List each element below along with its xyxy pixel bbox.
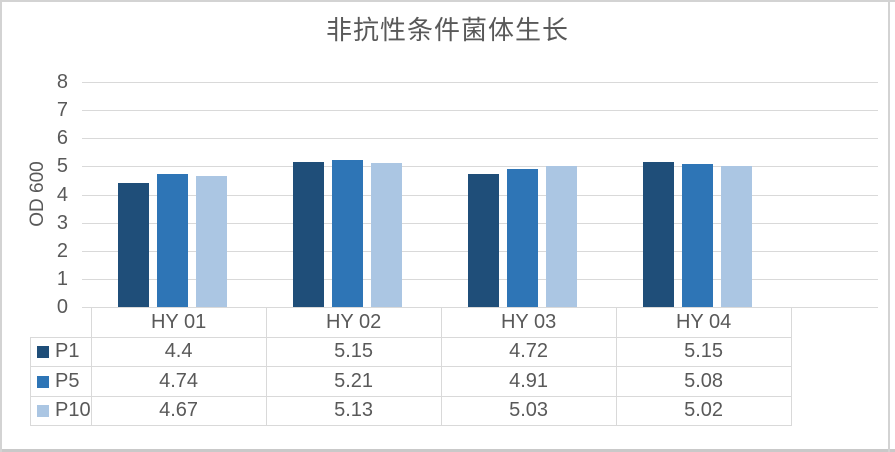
- y-tick-label: 0: [56, 296, 68, 318]
- value-cell: 4.4: [90, 336, 267, 367]
- bar-P10-HY02: [371, 163, 402, 307]
- legend-cell-P5: P5: [30, 366, 92, 397]
- y-tick-label: 8: [56, 71, 68, 93]
- category-header-cell: HY 03: [440, 307, 617, 338]
- bar-P1-HY02: [293, 162, 324, 307]
- gridline: [82, 138, 878, 139]
- table-row-P1: P1 4.4 5.15 4.72 5.15: [30, 336, 792, 367]
- legend-swatch-P10: [37, 405, 49, 418]
- category-header-cell: HY 02: [265, 307, 442, 338]
- value-cell: 5.21: [265, 366, 442, 397]
- value-cell: 4.74: [90, 366, 267, 397]
- legend-label: P1: [55, 340, 80, 363]
- frame-left-border: [0, 0, 2, 452]
- value-cell: 5.03: [440, 395, 617, 426]
- bar-P5-HY04: [682, 164, 713, 307]
- bar-P5-HY01: [157, 174, 188, 307]
- bar-P10-HY04: [721, 166, 752, 307]
- value-cell: 5.02: [615, 395, 792, 426]
- value-cell: 4.67: [90, 395, 267, 426]
- bar-P10-HY01: [196, 176, 227, 307]
- value-cell: 4.91: [440, 366, 617, 397]
- bar-P1-HY03: [468, 174, 499, 307]
- value-cell: 5.13: [265, 395, 442, 426]
- table-header-row: HY 01 HY 02 HY 03 HY 04: [31, 307, 792, 338]
- bar-P1-HY04: [643, 162, 674, 307]
- y-tick-label: 3: [56, 212, 68, 234]
- category-header-cell: HY 04: [615, 307, 792, 338]
- frame-bottom-border: [0, 449, 895, 452]
- bar-P10-HY03: [546, 166, 577, 307]
- legend-cell-P10: P10: [30, 395, 92, 426]
- gridline: [82, 166, 878, 167]
- y-tick-label: 7: [56, 99, 68, 121]
- legend-label: P5: [55, 369, 80, 392]
- legend-cell-P1: P1: [30, 336, 92, 367]
- y-tick-label: 4: [56, 184, 68, 206]
- bar-P1-HY01: [118, 183, 149, 307]
- legend-swatch-P5: [37, 375, 49, 388]
- table-row-P10: P10 4.67 5.13 5.03 5.02: [30, 395, 792, 426]
- value-cell: 5.15: [615, 336, 792, 367]
- chart-title: 非抗性条件菌体生长: [325, 15, 569, 45]
- value-cell: 5.08: [615, 366, 792, 397]
- y-tick-label: 2: [56, 240, 68, 262]
- value-cell: 4.72: [440, 336, 617, 367]
- y-tick-label: 6: [56, 127, 68, 149]
- table-corner-empty: [31, 308, 92, 338]
- legend-swatch-P1: [37, 346, 49, 359]
- frame-right-border: [888, 0, 890, 452]
- category-header-cell: HY 01: [90, 307, 267, 338]
- y-tick-label: 5: [56, 155, 68, 177]
- y-tick-label: 1: [56, 268, 68, 290]
- gridline: [82, 82, 878, 83]
- bar-P5-HY02: [332, 160, 363, 307]
- data-table: HY 01 HY 02 HY 03 HY 04 P1 4.4 5.15 4.72 5.15 P5 4…: [30, 307, 792, 426]
- table-row-P5: P5 4.74 5.21 4.91 5.08: [30, 366, 792, 397]
- frame-top-border: [0, 0, 895, 2]
- bar-P5-HY03: [507, 169, 538, 307]
- value-cell: 5.15: [265, 336, 442, 367]
- legend-label: P10: [55, 399, 91, 422]
- gridline: [82, 110, 878, 111]
